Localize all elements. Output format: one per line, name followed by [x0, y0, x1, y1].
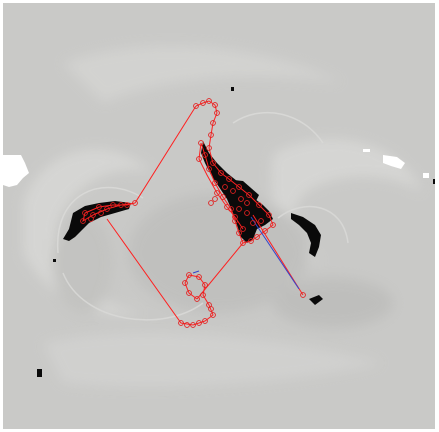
dark-speck-3 — [53, 259, 56, 262]
contour-marker — [185, 323, 190, 328]
dark-speck-1 — [231, 87, 234, 91]
segmentation-canvas — [3, 3, 435, 429]
segmentation-view — [3, 3, 435, 429]
swirl-bottom — [43, 333, 383, 387]
white-dot-right-2 — [423, 173, 429, 178]
swirl-top — [63, 46, 343, 103]
white-patch-left — [3, 155, 29, 187]
white-dot-right-1 — [363, 149, 370, 152]
dark-speck-4 — [433, 179, 435, 184]
dark-speck-2 — [37, 369, 42, 377]
shadow-right — [273, 278, 393, 328]
